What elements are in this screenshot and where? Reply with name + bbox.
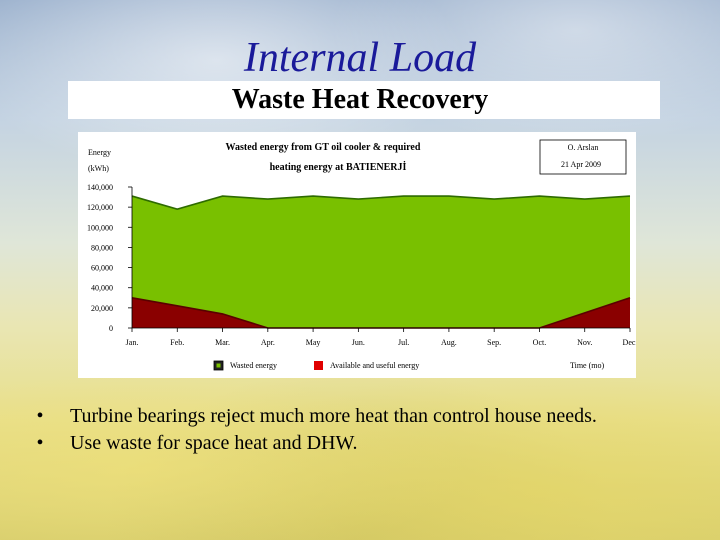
x-tick-label: Dec. — [623, 338, 636, 347]
y-tick-label: 40,000 — [91, 284, 113, 293]
bullet-list: • Turbine bearings reject much more heat… — [30, 404, 690, 458]
x-tick-label: Jan. — [126, 338, 139, 347]
x-tick-label: Apr. — [261, 338, 275, 347]
subtitle-band — [68, 81, 660, 119]
y-tick-label: 0 — [109, 324, 113, 333]
chart-container: Wasted energy from GT oil cooler & requi… — [78, 132, 636, 378]
bullet-item-2: • Use waste for space heat and DHW. — [30, 431, 690, 455]
x-tick-label: Sep. — [487, 338, 501, 347]
y-tick-label: 80,000 — [91, 243, 113, 252]
x-tick-label: Oct. — [533, 338, 547, 347]
energy-area-chart: Wasted energy from GT oil cooler & requi… — [87, 136, 636, 376]
legend-label-wasted: Wasted energy — [230, 361, 277, 370]
x-axis-ticks: Jan. Feb. Mar. Apr. May Jun. Jul. Aug. Sep. Oct. N… — [126, 328, 636, 347]
legend-box — [208, 352, 480, 376]
y-axis-label-line2: (kWh) — [88, 164, 109, 173]
bullet-text-2: Use waste for space heat and DHW. — [70, 432, 358, 454]
line-series-1 — [131, 195, 631, 210]
bullet-dot: • — [36, 432, 44, 454]
y-tick-label: 60,000 — [91, 264, 113, 273]
chart-title-line2: heating energy at BATIENERJİ — [270, 161, 407, 173]
x-tick-label: Nov. — [577, 338, 592, 347]
bullet-item-1: • Turbine bearings reject much more heat… — [30, 404, 690, 428]
x-tick-label: Feb. — [170, 338, 184, 347]
slide-subtitle: Waste Heat Recovery — [231, 84, 489, 115]
y-tick-label: 100,000 — [87, 223, 113, 232]
x-tick-label: Jun. — [352, 338, 365, 347]
author-box — [539, 139, 627, 175]
chart-title-line1: Wasted energy from GT oil cooler & requi… — [226, 142, 421, 153]
legend-swatch-wasted — [216, 363, 221, 368]
chart-areas — [131, 195, 631, 329]
y-axis-ticks: 0 20,000 40,000 60,000 80,000 100,000 120,000 1… — [87, 183, 132, 333]
x-tick-label: Jul. — [398, 338, 409, 347]
bullet-dot: • — [36, 405, 44, 427]
x-tick-label: Mar. — [215, 338, 230, 347]
x-axis-label: Time (mo) — [570, 361, 604, 370]
x-tick-label: Aug. — [441, 338, 457, 347]
legend-swatch-available — [314, 361, 323, 370]
chart-author: O. Arslan — [568, 143, 599, 152]
chart-date: 21 Apr 2009 — [561, 160, 601, 169]
slide-title: Internal Load — [243, 35, 477, 81]
y-axis-label-line1: Energy — [88, 148, 111, 157]
y-tick-label: 20,000 — [91, 304, 113, 313]
area-series-2 — [132, 297, 630, 328]
bullet-text-1: Turbine bearings reject much more heat t… — [70, 405, 597, 427]
y-tick-label: 120,000 — [87, 203, 113, 212]
legend-label-available: Available and useful energy — [330, 361, 419, 370]
x-tick-label: May — [306, 338, 321, 347]
area-series-1 — [132, 196, 630, 328]
chart-title-box — [186, 136, 486, 176]
y-tick-label: 140,000 — [87, 183, 113, 192]
